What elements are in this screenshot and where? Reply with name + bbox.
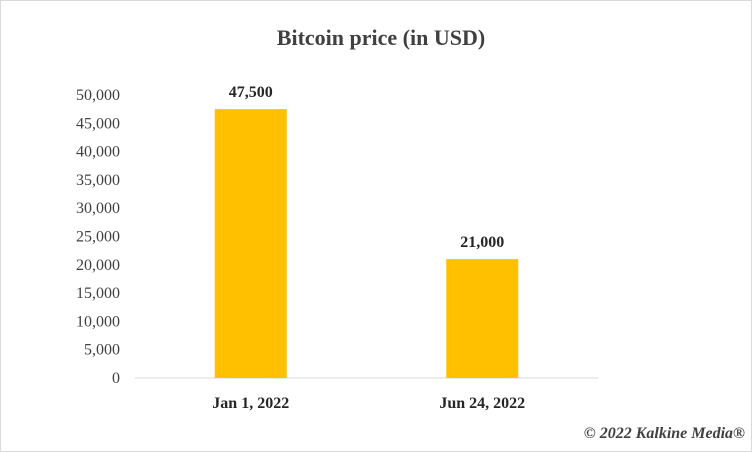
- y-tick-label: 40,000: [76, 144, 120, 161]
- x-tick-label: Jan 1, 2022: [212, 395, 289, 412]
- x-tick-label: Jun 24, 2022: [439, 395, 525, 412]
- y-tick-label: 10,000: [76, 313, 120, 330]
- y-tick-label: 0: [112, 370, 120, 387]
- copyright-credit: © 2022 Kalkine Media®: [584, 425, 745, 442]
- y-tick-label: 5,000: [84, 342, 120, 359]
- chart-title: Bitcoin price (in USD): [277, 25, 485, 50]
- bar: [446, 259, 519, 378]
- bar: [214, 109, 287, 379]
- bar-value-label: 21,000: [460, 234, 504, 251]
- y-axis: 0 5,000 10,000 15,000 20,000 25,000 30,000 35,0…: [76, 87, 120, 387]
- y-tick-label: 15,000: [76, 285, 120, 302]
- y-tick-label: 50,000: [76, 87, 120, 104]
- y-tick-label: 35,000: [76, 172, 120, 189]
- x-axis: Jan 1, 2022 Jun 24, 2022: [212, 395, 525, 412]
- bars: 47,500 21,000: [214, 84, 519, 379]
- y-tick-label: 20,000: [76, 257, 120, 274]
- y-tick-label: 25,000: [76, 229, 120, 246]
- y-tick-label: 30,000: [76, 200, 120, 217]
- y-tick-label: 45,000: [76, 115, 120, 132]
- bar-value-label: 47,500: [229, 84, 273, 101]
